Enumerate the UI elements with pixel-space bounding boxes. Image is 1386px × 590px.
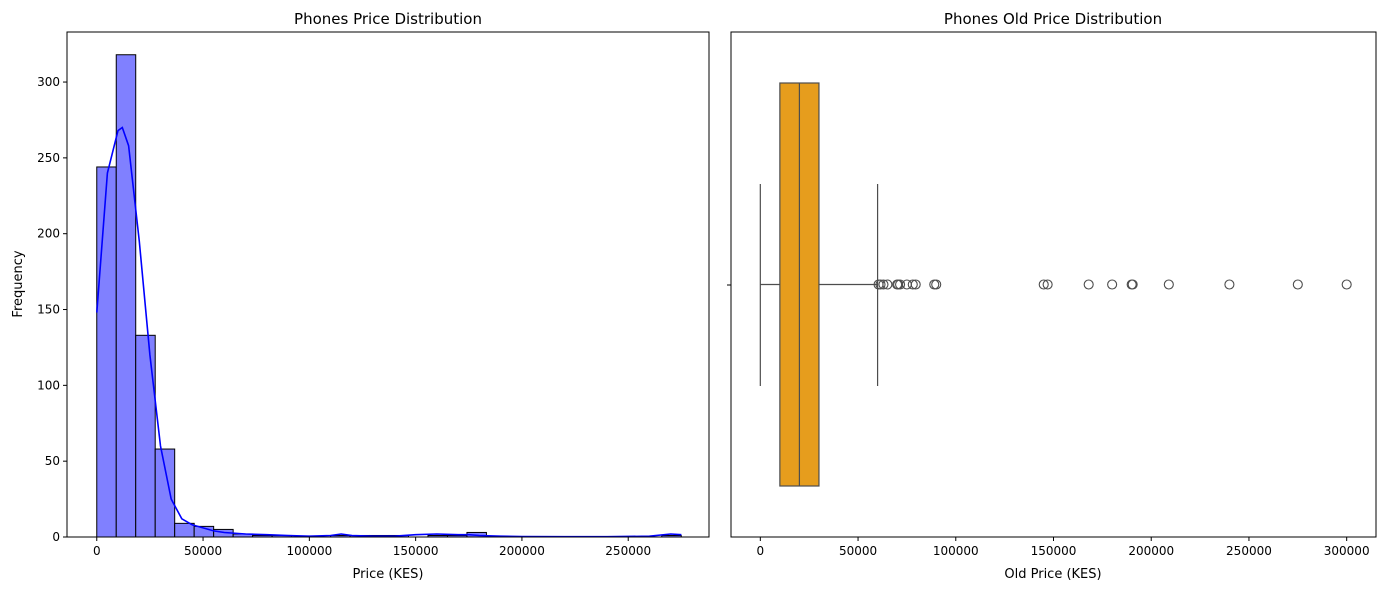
right-x-ticks: 0 50000 100000 150000 200000 250000 300000 xyxy=(756,537,1370,558)
outlier-point xyxy=(1163,279,1174,290)
histogram-bar xyxy=(135,334,156,538)
x-tick-label: 150000 xyxy=(1031,544,1077,558)
outlier-point xyxy=(1127,279,1138,290)
histogram-bar xyxy=(115,54,137,538)
right-x-axis-label: Old Price (KES) xyxy=(1004,567,1101,582)
histogram-bar xyxy=(154,448,176,538)
left-x-ticks: 0 50000 100000 150000 200000 250000 xyxy=(93,537,651,558)
left-plot-frame xyxy=(66,31,710,538)
left-chart-title: Phones Price Distribution xyxy=(294,10,482,28)
outlier-point xyxy=(1341,279,1352,290)
box-element xyxy=(759,82,879,487)
outlier-point xyxy=(895,279,906,290)
outlier-points xyxy=(873,279,1352,290)
right-chart-title: Phones Old Price Distribution xyxy=(944,10,1162,28)
x-tick-label: 300000 xyxy=(1324,544,1370,558)
outlier-point xyxy=(1107,279,1118,290)
histogram-bar xyxy=(174,522,195,538)
y-tick-label: 50 xyxy=(45,454,60,468)
histogram-bar xyxy=(96,166,117,538)
outlier-point xyxy=(1224,279,1235,290)
outlier-point xyxy=(882,279,893,290)
x-tick-label: 200000 xyxy=(1128,544,1174,558)
x-tick-label: 100000 xyxy=(933,544,979,558)
outlier-point xyxy=(875,279,886,290)
outlier-point xyxy=(907,279,918,290)
left-y-axis-label: Frequency xyxy=(11,250,26,317)
outlier-point xyxy=(878,279,889,290)
y-tick-label: 250 xyxy=(37,151,60,165)
y-tick-label: 100 xyxy=(37,378,60,392)
price-histogram-plot: Phones Price Distribution 0 50000 100000 15… xyxy=(11,10,710,582)
x-tick-label: 0 xyxy=(93,544,101,558)
outlier-point xyxy=(1083,279,1094,290)
outlier-point xyxy=(931,279,942,290)
kde-curve xyxy=(96,126,682,538)
x-tick-label: 50000 xyxy=(839,544,877,558)
y-tick-label: 300 xyxy=(37,75,60,89)
x-tick-label: 250000 xyxy=(605,544,651,558)
old-price-boxplot: Phones Old Price Distribution 0 50000 1000… xyxy=(727,10,1377,582)
left-x-axis-label: Price (KES) xyxy=(353,567,424,582)
left-y-ticks: 0 50 100 150 200 250 300 xyxy=(37,75,67,544)
x-tick-label: 100000 xyxy=(286,544,332,558)
y-tick-label: 0 xyxy=(52,530,60,544)
x-tick-label: 250000 xyxy=(1226,544,1272,558)
outlier-point xyxy=(1038,279,1049,290)
histogram-bars xyxy=(96,54,682,538)
x-tick-label: 200000 xyxy=(499,544,545,558)
x-tick-label: 150000 xyxy=(393,544,439,558)
x-tick-label: 50000 xyxy=(184,544,222,558)
y-tick-label: 200 xyxy=(37,227,60,241)
x-tick-label: 0 xyxy=(756,544,764,558)
outlier-point xyxy=(910,279,921,290)
outlier-point xyxy=(1042,279,1053,290)
y-tick-label: 150 xyxy=(37,303,60,317)
outlier-point xyxy=(1292,279,1303,290)
outlier-point xyxy=(929,279,940,290)
